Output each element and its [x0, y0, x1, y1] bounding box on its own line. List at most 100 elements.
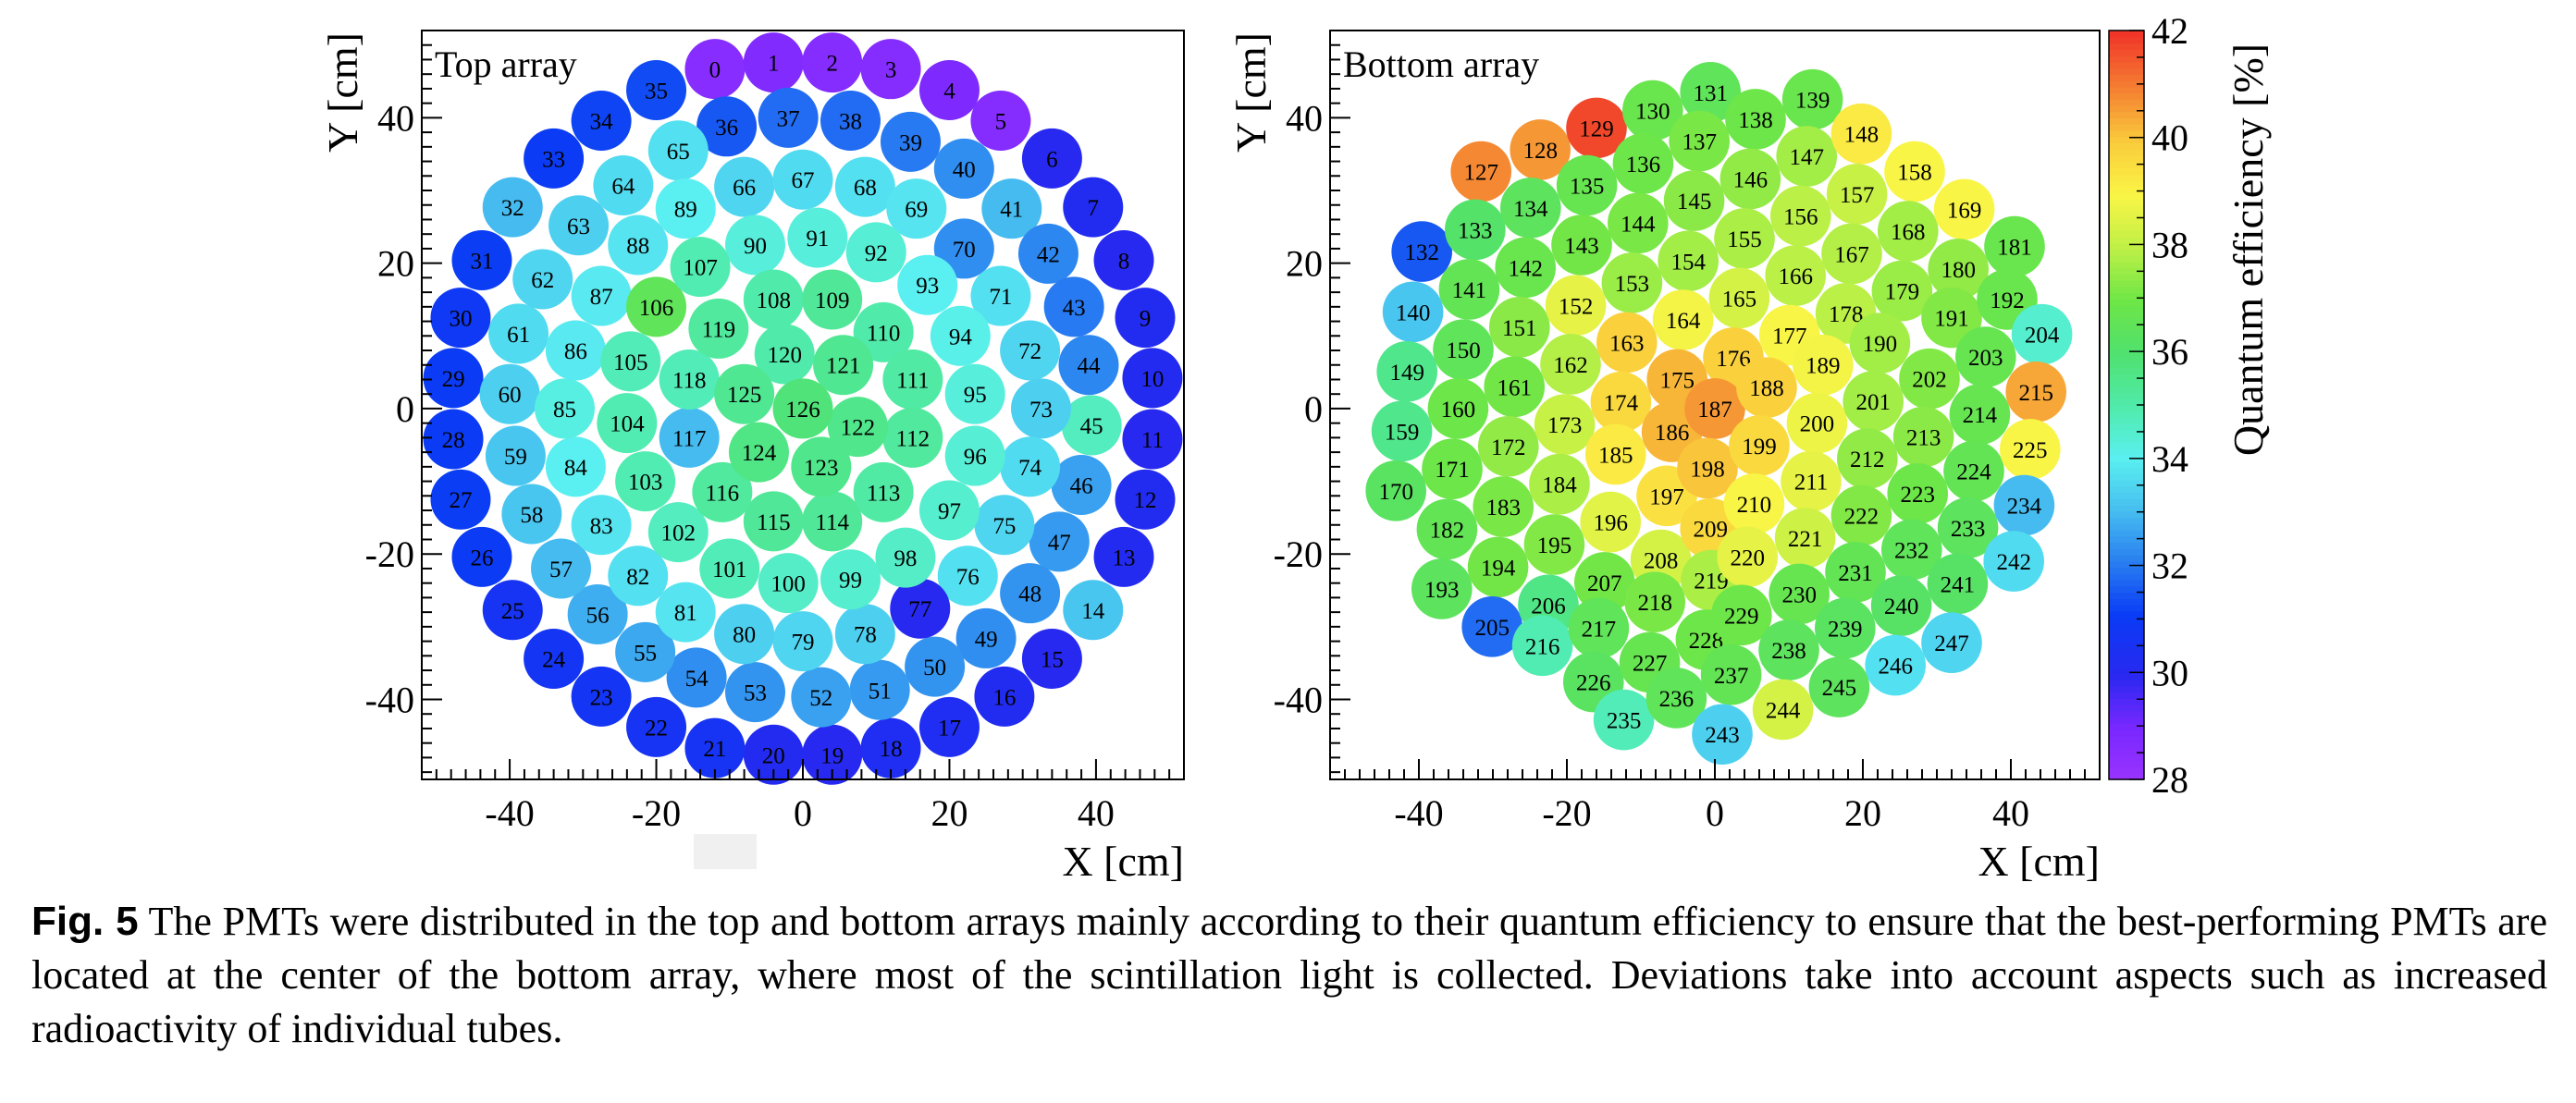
pmt-label-125: 125 — [727, 383, 762, 408]
colorbar-segment — [2109, 124, 2144, 131]
pmt-95 — [944, 363, 1005, 424]
pmt-label-22: 22 — [645, 716, 668, 741]
pmt-label-63: 63 — [567, 214, 590, 239]
colorbar-segment — [2109, 435, 2144, 444]
pmt-11 — [1122, 409, 1183, 470]
pmt-5 — [970, 91, 1031, 152]
pmt-label-48: 48 — [1018, 582, 1041, 607]
colorbar-segment — [2109, 735, 2144, 743]
pmt-241 — [1927, 553, 1989, 615]
pmt-label-193: 193 — [1424, 578, 1460, 603]
pmt-label-159: 159 — [1385, 420, 1420, 445]
pmt-184 — [1529, 453, 1590, 515]
pmt-22 — [626, 696, 687, 757]
pmt-label-167: 167 — [1834, 242, 1869, 267]
pmt-223 — [1887, 463, 1948, 524]
pmt-141 — [1438, 259, 1500, 320]
pmt-label-151: 151 — [1502, 316, 1537, 341]
colorbar-segment — [2109, 192, 2144, 200]
pmt-label-152: 152 — [1559, 294, 1594, 319]
colorbar-segment — [2109, 161, 2144, 169]
pmt-label-174: 174 — [1604, 391, 1639, 416]
x-tick-label: -40 — [485, 792, 534, 834]
pmt-33 — [524, 128, 585, 189]
pmt-label-215: 215 — [2018, 381, 2053, 406]
pmt-label-34: 34 — [590, 110, 614, 135]
colorbar-segment — [2109, 267, 2144, 275]
pmt-217 — [1568, 597, 1630, 659]
colorbar-segment — [2109, 74, 2144, 81]
pmt-label-238: 238 — [1771, 639, 1806, 664]
panel-top: 0 1 2 3456789101112131415161718192021222324… — [319, 30, 1185, 885]
pmt-123 — [791, 436, 852, 497]
colorbar-segment — [2109, 623, 2144, 631]
pmt-23 — [571, 666, 632, 727]
pmt-10 — [1122, 348, 1183, 409]
pmt-109 — [802, 269, 863, 330]
pmt-57 — [531, 538, 592, 599]
y-tick-label: 20 — [1286, 243, 1323, 285]
colorbar-segment — [2109, 505, 2144, 512]
pmt-240 — [1870, 575, 1932, 636]
pmt-64 — [593, 155, 654, 216]
pmt-label-164: 164 — [1666, 309, 1701, 334]
pmt-label-36: 36 — [715, 116, 738, 141]
pmt-label-12: 12 — [1134, 488, 1157, 513]
pmt-label-120: 120 — [767, 343, 802, 368]
pmt-139 — [1781, 68, 1843, 130]
pmt-168 — [1878, 201, 1939, 262]
pmt-159 — [1371, 400, 1433, 462]
pmt-label-38: 38 — [839, 110, 862, 135]
pmt-label-1: 1 — [768, 52, 780, 77]
pmt-163 — [1596, 312, 1658, 374]
pmt-label-160: 160 — [1441, 398, 1476, 423]
pmt-18 — [860, 717, 921, 778]
pmt-60 — [479, 363, 540, 424]
colorbar-segment — [2109, 99, 2144, 106]
pmt-179 — [1871, 260, 1933, 322]
pmt-111 — [882, 349, 943, 410]
pmt-label-111: 111 — [896, 368, 930, 393]
colorbar-label: Quantum efficiency [%] — [2225, 43, 2272, 456]
pmt-label-101: 101 — [712, 558, 747, 582]
pmt-label-46: 46 — [1070, 474, 1093, 499]
pmt-230 — [1769, 563, 1830, 625]
pmt-label-109: 109 — [815, 288, 850, 313]
colorbar-segment — [2109, 760, 2144, 768]
pmt-label-212: 212 — [1850, 447, 1885, 472]
pmt-0 — [684, 39, 746, 100]
colorbar-segment — [2109, 773, 2144, 780]
pmt-label-14: 14 — [1081, 599, 1105, 624]
pmt-label-91: 91 — [806, 227, 829, 251]
colorbar-segment — [2109, 710, 2144, 718]
pmt-label-185: 185 — [1598, 443, 1633, 468]
colorbar-segment — [2109, 592, 2144, 599]
colorbar-segment — [2109, 567, 2144, 574]
pmt-label-72: 72 — [1018, 339, 1041, 364]
pmt-9 — [1115, 288, 1176, 349]
pmt-3 — [860, 39, 921, 100]
colorbar-segment — [2109, 186, 2144, 194]
pmt-label-155: 155 — [1727, 227, 1762, 252]
colorbar-segment — [2109, 560, 2144, 569]
pmt-118 — [659, 349, 720, 410]
pmt-214 — [1949, 384, 2011, 446]
pmt-label-99: 99 — [839, 569, 862, 594]
pmt-154 — [1658, 230, 1719, 292]
colorbar-segment — [2109, 423, 2144, 431]
pmt-70 — [933, 218, 994, 279]
pmt-label-112: 112 — [896, 426, 931, 451]
pmt-113 — [853, 461, 914, 522]
pmt-158 — [1884, 141, 1945, 202]
pmt-29 — [423, 348, 484, 409]
pmt-138 — [1725, 89, 1786, 150]
colorbar-segment — [2109, 617, 2144, 624]
pmt-87 — [571, 265, 632, 326]
colorbar-segment — [2109, 680, 2144, 687]
pmt-label-124: 124 — [742, 441, 777, 466]
pmt-82 — [608, 545, 669, 607]
pmt-label-146: 146 — [1733, 167, 1769, 192]
pmt-label-211: 211 — [1794, 471, 1829, 496]
colorbar-segment — [2109, 249, 2144, 256]
pmt-31 — [451, 230, 512, 291]
